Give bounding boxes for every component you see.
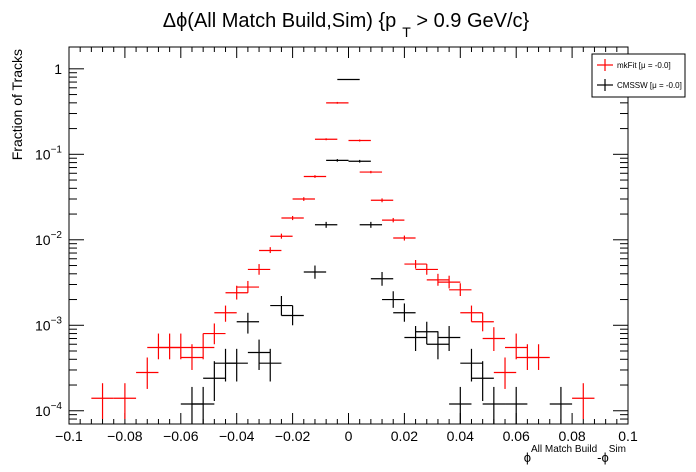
y-tick-label: 10−4 [35, 401, 62, 419]
y-tick-label: 10−2 [35, 230, 62, 248]
y-tick-label-base: 10 [35, 146, 51, 162]
plot-layer: −0.1 −0.08 −0.06 −0.04 −0.02 0 0.02 0.04 0.06 0.0… [35, 46, 686, 444]
plot-frame [68, 46, 629, 425]
x-axis-label-sup1: All Match Build [531, 444, 597, 455]
y-tick-label: 1 [54, 61, 62, 77]
x-tick-label: −0.06 [163, 428, 199, 444]
y-axis-label: Fraction of Tracks [9, 49, 25, 160]
x-tick-label: −0.1 [55, 428, 83, 444]
x-axis-label-sup2: Sim [609, 444, 626, 455]
x-tick-label: 0 [345, 428, 353, 444]
x-tick-label: 0.04 [447, 428, 474, 444]
x-tick-label: −0.02 [275, 428, 311, 444]
legend-box [591, 53, 686, 98]
chart-title-subscript: T [402, 24, 411, 40]
y-tick-label-exponent: −3 [51, 315, 63, 326]
y-tick-label-base: 10 [35, 232, 51, 248]
chart-title-end: > 0.9 GeV/c} [411, 10, 530, 32]
chart-title-main: Δϕ(All Match Build,Sim) {p [163, 10, 397, 32]
legend-label: mkFit [μ = -0.0] [617, 61, 671, 70]
x-tick-label: −0.04 [219, 428, 255, 444]
y-tick-label-base: 10 [35, 317, 51, 333]
y-tick-label: 10−1 [35, 144, 62, 162]
x-tick-label: 0.02 [391, 428, 418, 444]
x-tick-label: 0.06 [503, 428, 530, 444]
x-axis-label-phi1: ϕ [524, 450, 531, 465]
series-1 [180, 78, 573, 424]
chart-title: Δϕ(All Match Build,Sim) {p T > 0.9 GeV/c} [163, 10, 530, 40]
y-tick-label-exponent: −4 [51, 401, 63, 412]
x-tick-label: −0.08 [107, 428, 143, 444]
x-axis-label-mid: -ϕ [597, 450, 609, 465]
x-tick-label: 0.08 [558, 428, 585, 444]
x-axis-label: ϕAll Match Build-ϕSim [524, 444, 626, 465]
legend-label: CMSSW [μ = -0.0] [617, 81, 682, 90]
y-tick-label-base: 10 [35, 403, 51, 419]
y-tick-label-exponent: −2 [51, 230, 63, 241]
series-0 [91, 101, 595, 420]
x-tick-label: 0.1 [618, 428, 638, 444]
y-tick-label-exponent: −1 [51, 144, 63, 155]
y-tick-label: 10−3 [35, 315, 62, 333]
